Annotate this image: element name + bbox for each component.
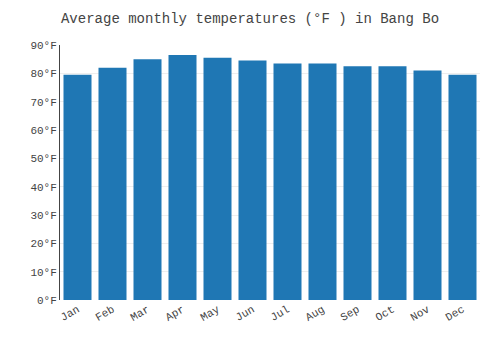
svg-text:10°F: 10°F: [30, 267, 56, 279]
svg-text:40°F: 40°F: [30, 182, 56, 194]
svg-text:90°F: 90°F: [30, 40, 56, 52]
svg-text:Average monthly temperatures (: Average monthly temperatures (°F ) in Ba…: [61, 11, 439, 27]
svg-text:30°F: 30°F: [30, 210, 56, 222]
svg-text:Jan: Jan: [59, 303, 82, 323]
svg-text:50°F: 50°F: [30, 153, 56, 165]
svg-text:20°F: 20°F: [30, 238, 56, 250]
svg-text:60°F: 60°F: [30, 125, 56, 137]
svg-text:Mar: Mar: [129, 303, 152, 323]
svg-text:May: May: [199, 303, 222, 323]
svg-text:Feb: Feb: [94, 303, 117, 323]
svg-text:Sep: Sep: [339, 303, 362, 323]
svg-text:Jul: Jul: [269, 303, 292, 323]
svg-text:Jun: Jun: [234, 303, 257, 323]
svg-text:Dec: Dec: [444, 303, 467, 323]
svg-text:Aug: Aug: [304, 303, 327, 323]
svg-text:Apr: Apr: [164, 303, 187, 323]
svg-text:Nov: Nov: [409, 303, 432, 323]
svg-text:80°F: 80°F: [30, 68, 56, 80]
svg-text:0°F: 0°F: [37, 295, 57, 307]
svg-text:Oct: Oct: [374, 303, 397, 323]
svg-text:70°F: 70°F: [30, 97, 56, 109]
